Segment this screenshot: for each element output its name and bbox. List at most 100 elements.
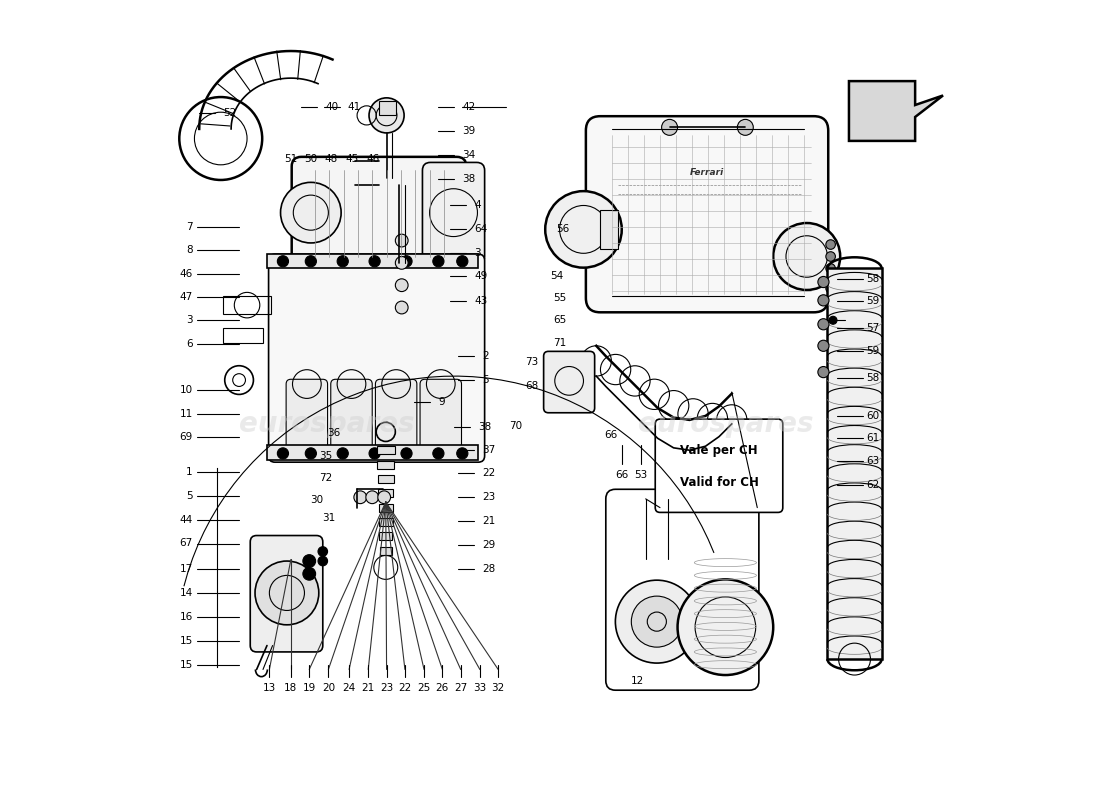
Text: 68: 68	[525, 381, 538, 390]
Circle shape	[280, 182, 341, 243]
Circle shape	[277, 448, 288, 459]
FancyBboxPatch shape	[286, 379, 328, 453]
Bar	[223, 296, 271, 314]
Circle shape	[318, 556, 328, 566]
Text: 62: 62	[867, 480, 880, 490]
Text: 56: 56	[557, 224, 570, 234]
Text: eurospares: eurospares	[638, 410, 813, 438]
Circle shape	[615, 580, 698, 663]
Text: 58: 58	[867, 374, 880, 383]
Text: 3: 3	[186, 315, 192, 326]
Text: 8: 8	[186, 245, 192, 255]
Circle shape	[302, 567, 316, 580]
Text: 67: 67	[179, 538, 192, 549]
Text: 30: 30	[310, 495, 322, 506]
Text: 27: 27	[454, 683, 467, 693]
Text: 58: 58	[867, 274, 880, 284]
Circle shape	[277, 256, 288, 267]
Text: 66: 66	[605, 430, 618, 440]
Text: 55: 55	[553, 293, 566, 303]
Text: Ferrari: Ferrari	[690, 168, 724, 178]
Circle shape	[818, 366, 829, 378]
Text: 49: 49	[474, 271, 487, 282]
Text: 29: 29	[482, 540, 495, 550]
Text: 36: 36	[327, 429, 340, 438]
Text: 44: 44	[179, 514, 192, 525]
Text: 34: 34	[462, 150, 475, 160]
Text: 26: 26	[436, 683, 449, 693]
Circle shape	[818, 318, 829, 330]
Circle shape	[826, 240, 835, 250]
Text: 46: 46	[179, 269, 192, 279]
Bar	[378, 490, 394, 498]
Text: 21: 21	[482, 516, 495, 526]
Circle shape	[400, 256, 412, 267]
Polygon shape	[849, 81, 943, 141]
FancyBboxPatch shape	[656, 419, 783, 513]
Circle shape	[354, 491, 366, 504]
Text: 33: 33	[473, 683, 486, 693]
Text: 61: 61	[867, 434, 880, 443]
FancyBboxPatch shape	[586, 116, 828, 312]
Text: eurospares: eurospares	[239, 410, 415, 438]
FancyBboxPatch shape	[543, 351, 595, 413]
Text: 63: 63	[867, 456, 880, 466]
Text: 14: 14	[179, 588, 192, 598]
Text: 24: 24	[342, 683, 355, 693]
Text: 1: 1	[186, 466, 192, 477]
Text: 21: 21	[362, 683, 375, 693]
Text: 38: 38	[462, 174, 475, 184]
Text: 41: 41	[348, 102, 361, 112]
Text: 12: 12	[631, 676, 645, 686]
Text: 5: 5	[482, 375, 488, 385]
Circle shape	[432, 256, 444, 267]
Circle shape	[678, 579, 773, 675]
Bar	[379, 546, 392, 554]
Text: 22: 22	[398, 683, 411, 693]
Bar	[379, 532, 392, 540]
Text: 50: 50	[305, 154, 318, 164]
Text: 19: 19	[302, 683, 316, 693]
FancyBboxPatch shape	[331, 379, 372, 453]
Text: 65: 65	[553, 315, 566, 326]
Text: 11: 11	[179, 409, 192, 418]
Bar	[827, 269, 881, 659]
Bar	[601, 210, 618, 249]
Circle shape	[368, 256, 381, 267]
Text: 10: 10	[179, 385, 192, 394]
Text: 59: 59	[867, 296, 880, 306]
Text: 37: 37	[482, 446, 495, 455]
Text: 9: 9	[439, 398, 446, 407]
Circle shape	[456, 256, 468, 267]
Circle shape	[818, 294, 829, 306]
Text: 23: 23	[379, 683, 393, 693]
Text: 18: 18	[284, 683, 297, 693]
Circle shape	[826, 252, 835, 262]
Text: Valid for CH: Valid for CH	[680, 476, 758, 489]
Text: 2: 2	[482, 351, 488, 361]
Bar	[223, 328, 263, 342]
Bar	[378, 101, 396, 115]
Text: 22: 22	[482, 468, 495, 478]
Circle shape	[302, 554, 316, 567]
Text: 53: 53	[635, 470, 648, 480]
Text: 35: 35	[319, 451, 332, 461]
Text: 66: 66	[615, 470, 628, 480]
Bar	[378, 504, 393, 512]
Circle shape	[661, 119, 678, 135]
Text: 31: 31	[322, 513, 335, 523]
Text: 60: 60	[867, 411, 880, 421]
Bar	[267, 254, 478, 269]
Circle shape	[377, 491, 390, 504]
Text: 23: 23	[482, 492, 495, 502]
Bar	[267, 446, 478, 460]
Circle shape	[631, 596, 682, 647]
Text: 54: 54	[550, 271, 563, 282]
Text: 6: 6	[186, 339, 192, 349]
Text: 5: 5	[186, 490, 192, 501]
Circle shape	[826, 276, 835, 285]
FancyBboxPatch shape	[292, 157, 466, 270]
Text: 57: 57	[867, 323, 880, 334]
Text: 28: 28	[482, 564, 495, 574]
Text: 72: 72	[319, 473, 332, 483]
